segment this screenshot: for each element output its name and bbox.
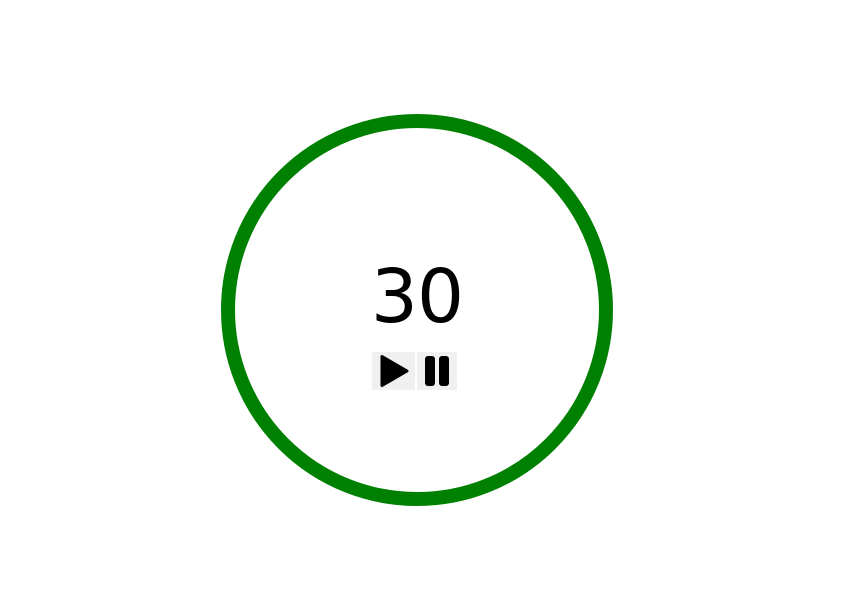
countdown-ring <box>221 114 613 506</box>
countdown-value: 30 <box>370 254 464 340</box>
pause-icon <box>422 355 452 387</box>
play-button[interactable] <box>372 352 415 390</box>
timer-controls <box>372 352 457 390</box>
countdown-ring-graphic <box>221 114 613 506</box>
pause-button[interactable] <box>417 352 457 390</box>
play-icon <box>378 354 410 388</box>
